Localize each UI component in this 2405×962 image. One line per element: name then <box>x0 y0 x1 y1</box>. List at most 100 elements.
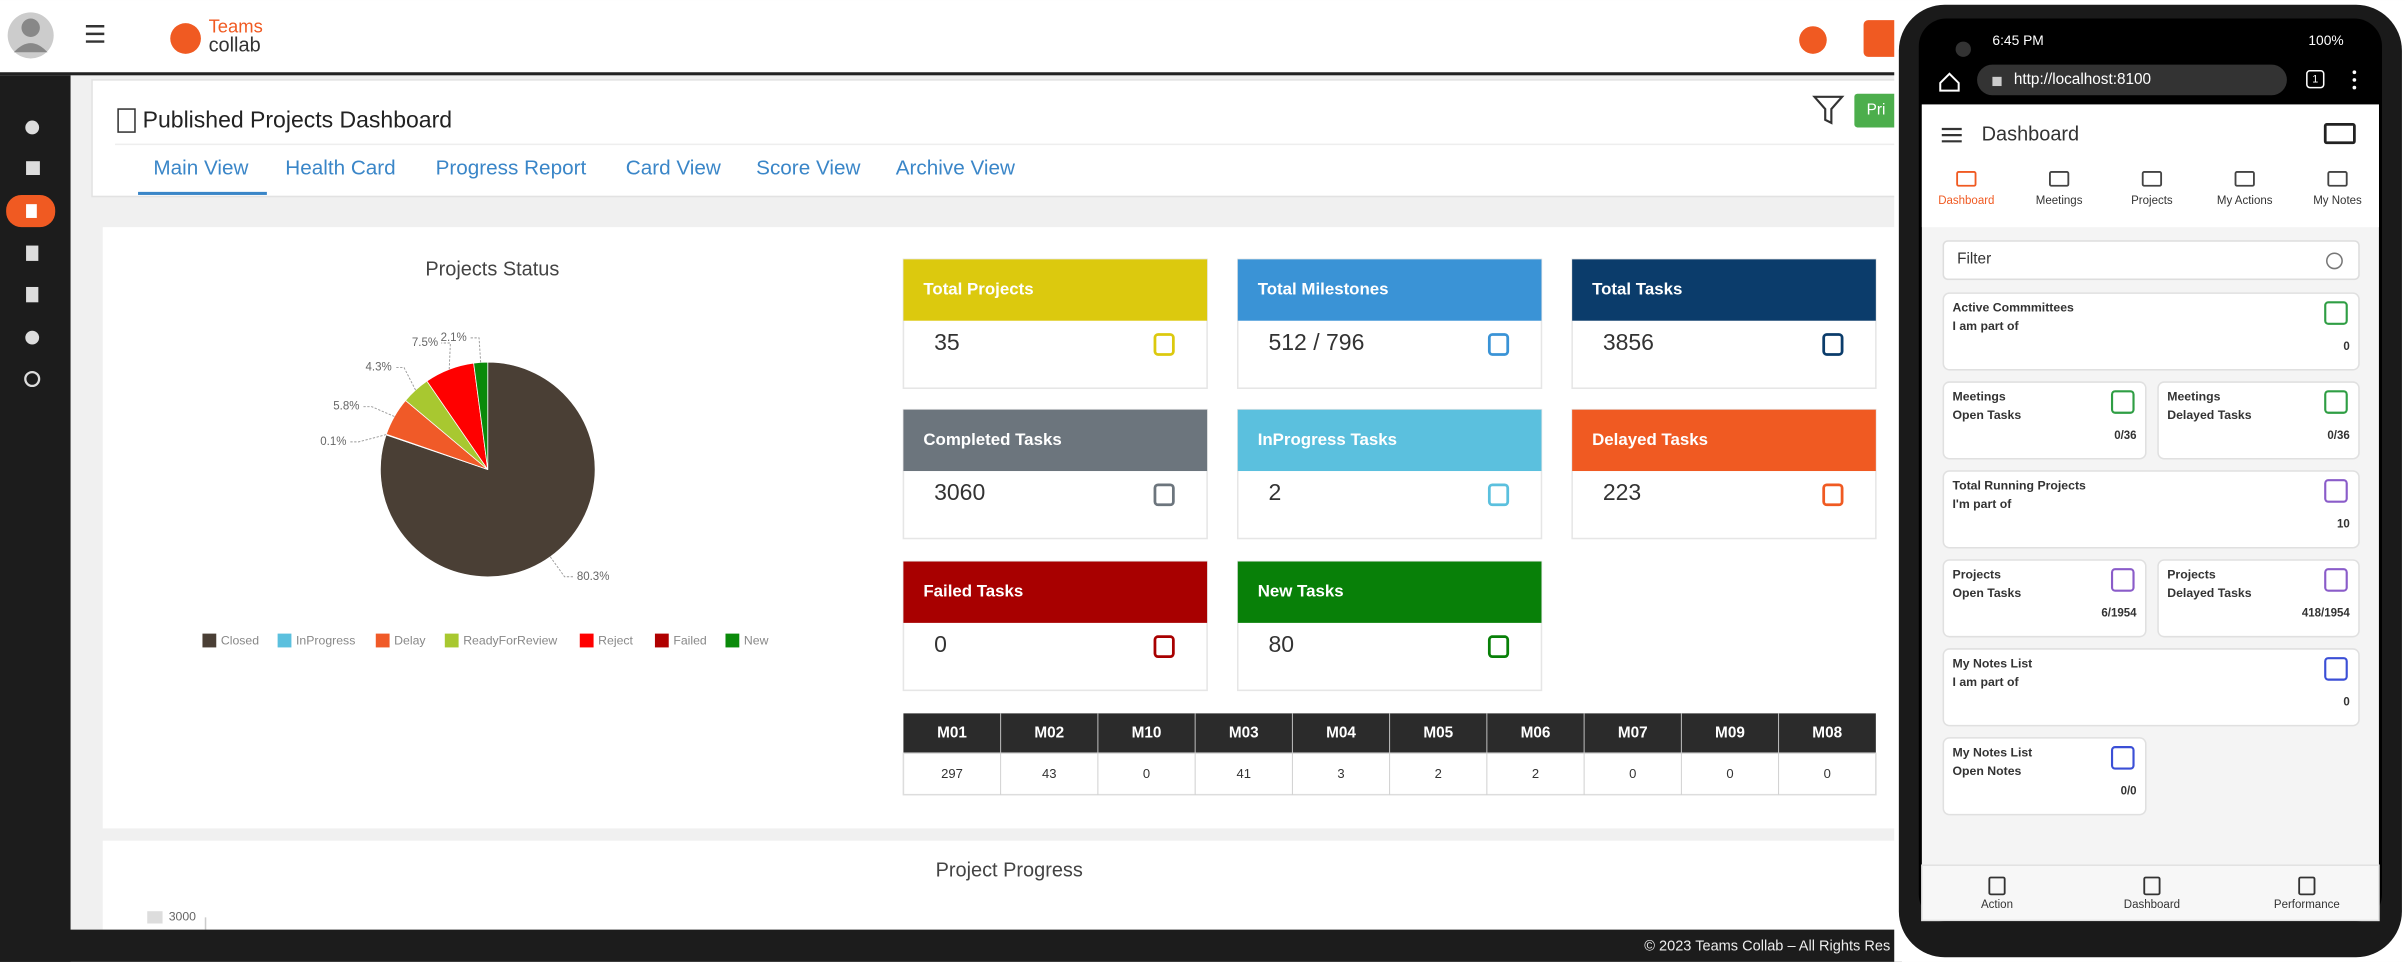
phone-card-value: 0 <box>2343 341 2349 353</box>
legend-label: ReadyForReview <box>463 634 557 648</box>
logo-icon <box>170 23 201 54</box>
tab[interactable]: Progress Report <box>436 156 587 179</box>
table-cell: 0 <box>1629 766 1636 781</box>
leader-line <box>469 337 482 363</box>
phone-card-icon <box>2110 568 2135 592</box>
table-cell: 43 <box>1042 766 1056 781</box>
phone-card-label: I am part of <box>1953 675 2020 689</box>
tab[interactable]: Health Card <box>285 156 395 179</box>
bottom-nav-icon <box>2143 876 2161 896</box>
table-cell: 2 <box>1435 766 1442 781</box>
legend-label: Reject <box>598 634 633 648</box>
bottom-nav-label[interactable]: Dashboard <box>2124 899 2180 911</box>
tabs-button[interactable] <box>2306 69 2325 89</box>
table-header-cell: M01 <box>937 724 967 741</box>
browser-menu[interactable] <box>2352 70 2357 90</box>
phone-card[interactable] <box>1942 381 2147 460</box>
stat-card-value: 80 <box>1268 631 1294 657</box>
phone-card-icon <box>2324 568 2348 592</box>
stat-card-icon <box>1153 333 1175 356</box>
print-button[interactable] <box>1854 93 1902 128</box>
settings-button[interactable] <box>1863 20 1902 57</box>
chart-title: Projects Status <box>425 258 559 280</box>
url-bar[interactable] <box>1977 64 2287 96</box>
legend-label: InProgress <box>296 634 355 648</box>
filter-icon[interactable] <box>1812 95 1845 125</box>
stat-card-icon <box>1487 483 1510 507</box>
top-bar-border <box>0 72 1902 76</box>
phone-card-value: 0/0 <box>2121 786 2137 798</box>
nav-label[interactable]: My Notes <box>2313 195 2362 207</box>
phone-card[interactable] <box>2157 559 2360 638</box>
table-cell: 2 <box>1532 766 1539 781</box>
phone-card-label: Meetings <box>1953 390 2006 404</box>
phone-card-label: Total Running Projects <box>1953 479 2087 493</box>
phone-card-label: Active Commmittees <box>1953 301 2075 315</box>
bottom-nav-label[interactable]: Performance <box>2274 899 2340 911</box>
stat-card-title: Total Tasks <box>1592 279 1682 298</box>
legend-swatch <box>725 633 740 648</box>
notification-icon[interactable] <box>1799 26 1827 54</box>
table-header-cell: M08 <box>1812 724 1842 741</box>
tab[interactable]: Card View <box>626 156 721 179</box>
data-label: 80.3% <box>577 571 610 583</box>
sidebar-icon[interactable] <box>24 370 41 388</box>
phone-card-icon <box>2324 479 2348 503</box>
bottom-nav <box>1921 864 2380 922</box>
table-header-cell: M10 <box>1132 724 1162 741</box>
tab[interactable]: Score View <box>756 156 860 179</box>
home-icon[interactable] <box>1939 72 1960 92</box>
nav-label[interactable]: Meetings <box>2036 195 2083 207</box>
app-menu[interactable] <box>1941 127 1962 143</box>
tab[interactable]: Archive View <box>896 156 1015 179</box>
phone-card-value: 0/36 <box>2114 430 2136 442</box>
phone-card-label: Meetings <box>2167 390 2220 404</box>
sidebar-icon[interactable] <box>26 286 39 303</box>
nav-icon <box>2141 171 2163 187</box>
bottom-nav-icon <box>1988 876 2006 896</box>
nav-icon <box>2327 171 2348 187</box>
stat-card-title: Completed Tasks <box>923 430 1061 449</box>
stat-card-header <box>903 409 1208 472</box>
sidebar-icon[interactable] <box>25 330 40 345</box>
phone-card[interactable] <box>1942 559 2147 638</box>
phone-card[interactable] <box>1942 292 2360 371</box>
nav-label[interactable]: My Actions <box>2217 195 2273 207</box>
progress-legend-icon <box>147 911 163 924</box>
phone-card[interactable] <box>1942 737 2147 816</box>
stat-card-icon <box>1487 333 1510 356</box>
table-header-cell: M05 <box>1423 724 1453 741</box>
tab-underline <box>138 191 267 195</box>
phone-card-label: Open Notes <box>1953 764 2022 778</box>
nav-label[interactable]: Dashboard <box>1938 195 1994 207</box>
legend-label: Failed <box>673 634 707 648</box>
sidebar-icon[interactable] <box>26 161 40 176</box>
phone-battery: 100% <box>2308 33 2343 48</box>
stat-card-value: 223 <box>1603 479 1641 505</box>
menu-button[interactable] <box>85 25 105 43</box>
sidebar-icon[interactable] <box>26 245 39 261</box>
phone-card[interactable] <box>1942 648 2360 727</box>
phone-card-label: Delayed Tasks <box>2167 408 2251 422</box>
phone-card-label: I'm part of <box>1953 497 2013 511</box>
sidebar-icon[interactable] <box>25 120 40 135</box>
filter-box[interactable] <box>1942 240 2360 281</box>
table-cell: 0 <box>1824 766 1831 781</box>
phone-card-label: I am part of <box>1953 319 2020 333</box>
phone-card[interactable] <box>2157 381 2360 460</box>
phone-card-label: My Notes List <box>1953 657 2033 671</box>
legend-swatch <box>375 633 390 648</box>
tab[interactable]: Main View <box>153 156 248 179</box>
filter-label: Filter <box>1957 250 1991 267</box>
phone-card[interactable] <box>1942 470 2360 549</box>
logo-text: Teams <box>209 16 263 37</box>
sidebar-icon[interactable] <box>26 204 37 218</box>
desktop-icon[interactable] <box>2323 123 2356 145</box>
bottom-nav-label[interactable]: Action <box>1981 899 2013 911</box>
nav-label[interactable]: Projects <box>2131 195 2173 207</box>
phone-card-label: Open Tasks <box>1953 586 2022 600</box>
phone-card-value: 0/36 <box>2327 430 2349 442</box>
stat-card-icon <box>1153 635 1175 659</box>
url-text: http://localhost:8100 <box>2014 71 2151 88</box>
